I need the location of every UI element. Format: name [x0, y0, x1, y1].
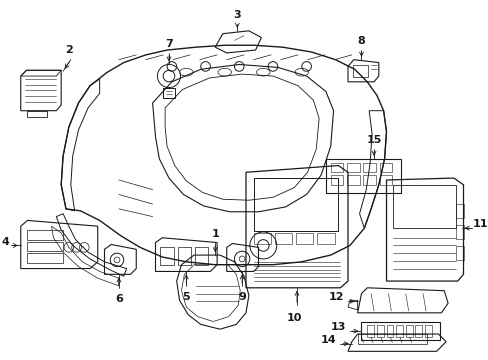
Text: 4: 4: [1, 237, 9, 247]
Text: 12: 12: [328, 292, 344, 302]
Bar: [379, 163, 391, 172]
Text: 3: 3: [233, 10, 241, 20]
Bar: [330, 163, 343, 172]
Text: 15: 15: [366, 135, 381, 145]
Bar: [346, 175, 359, 185]
Bar: [26, 253, 63, 263]
Bar: [274, 233, 292, 244]
Bar: [346, 163, 359, 172]
Text: 5: 5: [182, 292, 190, 302]
Bar: [455, 225, 463, 239]
Bar: [455, 246, 463, 260]
Bar: [253, 233, 270, 244]
Bar: [395, 325, 402, 337]
Bar: [386, 325, 392, 337]
Bar: [366, 325, 373, 337]
Bar: [160, 247, 173, 265]
Text: 2: 2: [65, 45, 73, 55]
Text: 13: 13: [330, 322, 346, 332]
Bar: [363, 163, 375, 172]
Bar: [424, 325, 431, 337]
Text: 8: 8: [357, 36, 365, 46]
Text: 6: 6: [115, 293, 122, 303]
Text: 14: 14: [320, 335, 336, 345]
Bar: [361, 323, 440, 340]
Bar: [405, 325, 412, 337]
Text: 9: 9: [238, 292, 245, 302]
Text: 11: 11: [472, 219, 488, 229]
Bar: [325, 159, 400, 193]
Bar: [379, 175, 391, 185]
Bar: [195, 247, 208, 265]
Bar: [352, 66, 367, 77]
Text: 10: 10: [286, 313, 301, 323]
Bar: [376, 325, 383, 337]
Bar: [357, 334, 426, 344]
Bar: [295, 233, 313, 244]
Bar: [363, 175, 375, 185]
Bar: [330, 175, 343, 185]
Bar: [253, 178, 338, 231]
Bar: [317, 233, 334, 244]
Bar: [414, 325, 421, 337]
Text: 1: 1: [211, 229, 219, 239]
Text: 7: 7: [165, 39, 172, 49]
Bar: [177, 247, 191, 265]
Bar: [26, 242, 63, 251]
Bar: [455, 204, 463, 217]
Bar: [26, 230, 63, 240]
Bar: [392, 185, 455, 228]
